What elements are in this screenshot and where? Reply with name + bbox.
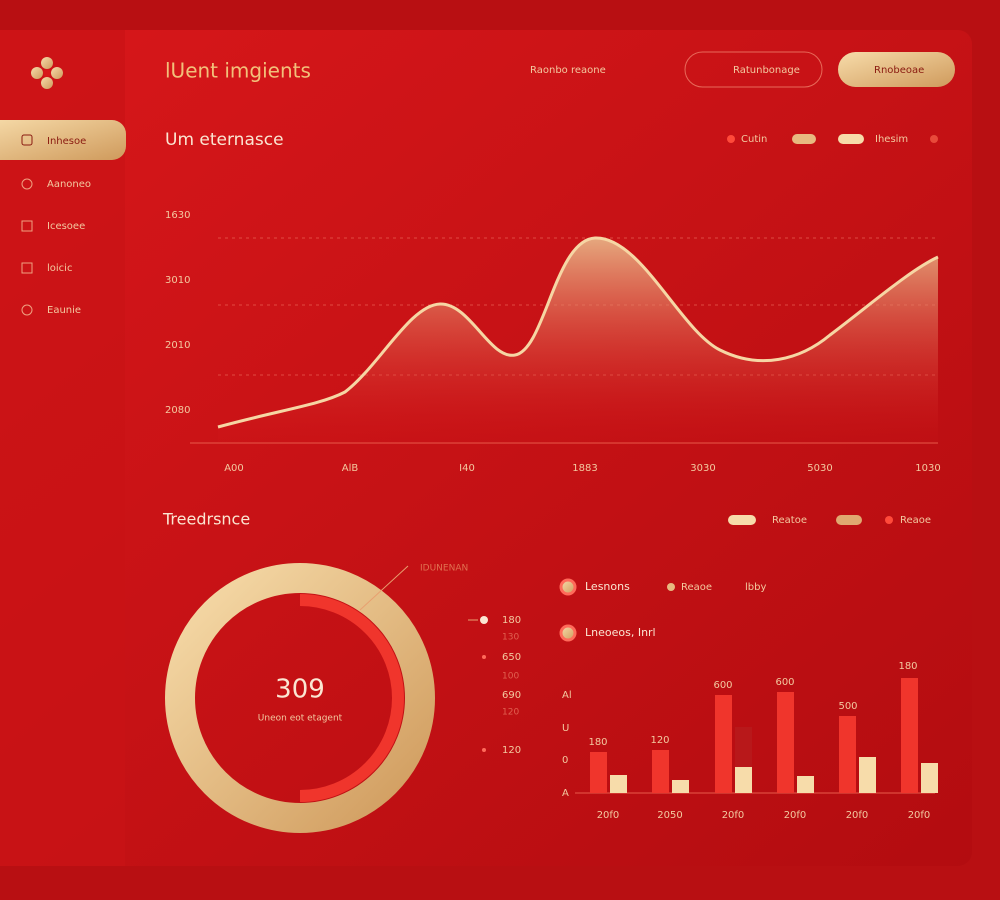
panel-title: Um eternasce — [165, 130, 284, 150]
area — [218, 237, 938, 443]
donut-arc — [299, 594, 404, 802]
x-label: 20f0 — [846, 810, 869, 821]
icon — [21, 134, 33, 146]
list-value: 650 — [502, 652, 521, 663]
callout-line — [359, 565, 409, 611]
nav-link[interactable]: Raonbo reaone — [530, 65, 606, 76]
x-label: I40 — [459, 463, 475, 474]
app-title: lUent imgients — [165, 59, 311, 83]
y-label: A — [562, 788, 569, 799]
y-label: 1630 — [165, 210, 190, 221]
legend-dot — [559, 624, 577, 642]
y-label: Al — [562, 690, 572, 701]
y-label: 0 — [562, 755, 568, 766]
sidebar-item[interactable]: Inhesoe — [47, 136, 86, 147]
x-label: 2050 — [657, 810, 682, 821]
legend-swatch — [836, 515, 862, 525]
panel-title: Treedrsnce — [162, 510, 250, 529]
list-dot — [482, 748, 486, 752]
list-dot — [480, 616, 488, 624]
legend-label: Reatoe — [772, 515, 807, 526]
sidebar-icons — [21, 178, 33, 316]
legend-dot — [930, 135, 938, 143]
legend-label: Lneoeos, Inrl — [585, 626, 656, 639]
y-label: 2010 — [165, 340, 190, 351]
legend-dot — [727, 135, 735, 143]
x-label: 20f0 — [908, 810, 931, 821]
legend-swatch — [838, 134, 864, 144]
button-label[interactable]: Rnobeoae — [874, 65, 924, 76]
y-label: 3010 — [165, 275, 190, 286]
donut-value: 309 — [275, 675, 325, 705]
button-label[interactable]: Ratunbonage — [733, 65, 800, 76]
legend-dot — [667, 583, 675, 591]
list-value: 120 — [502, 745, 521, 756]
list-dot — [482, 655, 486, 659]
list-faint: 100 — [502, 672, 519, 682]
legend-dot — [559, 578, 577, 596]
x-label: A00 — [224, 463, 244, 474]
x-label: 5030 — [807, 463, 832, 474]
bar-label: 180 — [898, 661, 917, 672]
sidebar-item[interactable]: loicic — [47, 263, 72, 274]
x-label: 1883 — [572, 463, 597, 474]
bars — [590, 678, 938, 793]
legend-label: Lesnons — [585, 580, 630, 593]
donut-ring — [165, 563, 435, 833]
legend-label: lbby — [745, 582, 766, 593]
legend-label: Reaoe — [681, 582, 712, 593]
sidebar — [0, 30, 125, 866]
legend-swatch — [728, 515, 756, 525]
callout: IDUNENAN — [420, 564, 468, 574]
logo — [31, 57, 63, 89]
bar-label: 180 — [588, 737, 607, 748]
button[interactable] — [684, 51, 823, 88]
donut-caption: Uneon eot etagent — [258, 714, 343, 724]
bar-label: 500 — [838, 701, 857, 712]
bar-label: 120 — [650, 735, 669, 746]
list-value: 180 — [502, 615, 521, 626]
bar-label: 600 — [713, 680, 732, 691]
line — [217, 236, 939, 429]
list-faint: 130 — [502, 633, 519, 643]
x-label: 20f0 — [597, 810, 620, 821]
y-label: U — [562, 723, 569, 734]
main-panel — [0, 30, 972, 866]
bar-label: 600 — [775, 677, 794, 688]
x-label: AlB — [342, 463, 359, 474]
legend-label: Ihesim — [875, 134, 908, 145]
x-label: 20f0 — [722, 810, 745, 821]
list-value: 690 — [502, 690, 521, 701]
sidebar-item[interactable]: Eaunie — [47, 305, 81, 316]
list-faint: 120 — [502, 708, 519, 718]
sidebar-item[interactable]: Icesoee — [47, 221, 85, 232]
x-label: 3030 — [690, 463, 715, 474]
legend-dot — [885, 516, 893, 524]
y-label: 2080 — [165, 405, 190, 416]
legend-swatch — [792, 134, 816, 144]
sidebar-active[interactable] — [0, 120, 126, 160]
legend-label: Cutin — [741, 134, 767, 145]
x-label: 1030 — [915, 463, 940, 474]
sidebar-item[interactable]: Aanoneo — [47, 179, 91, 190]
button-primary[interactable] — [838, 52, 955, 87]
legend-label: Reaoe — [900, 515, 931, 526]
x-label: 20f0 — [784, 810, 807, 821]
